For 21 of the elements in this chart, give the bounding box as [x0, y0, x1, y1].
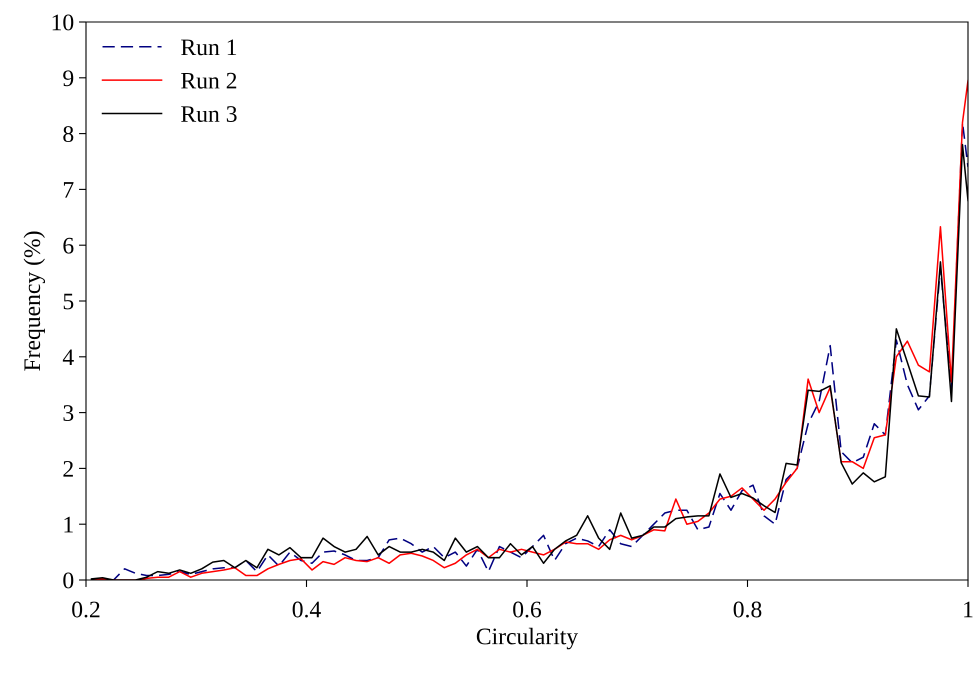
legend-label: Run 1 [181, 39, 236, 56]
y-tick-label: 10 [52, 14, 74, 30]
x-tick-label: 0.4 [292, 602, 321, 618]
y-tick-label: 9 [63, 70, 74, 86]
x-tick-label: 0.8 [734, 602, 762, 618]
x-tick-label: 0.2 [72, 602, 100, 618]
x-tick-label: 0.6 [513, 602, 542, 618]
y-tick-label: 4 [62, 349, 74, 365]
y-tick-label: 2 [63, 460, 73, 477]
legend-label: Run 2 [181, 72, 236, 89]
y-tick-label: 3 [64, 405, 74, 422]
y-tick-label: 1 [64, 516, 73, 532]
y-tick-label: 8 [63, 126, 74, 142]
y-tick-label: 5 [64, 294, 74, 310]
y-tick-label: 7 [64, 182, 74, 198]
y-tick-label: 6 [63, 238, 74, 254]
y-axis-title: Frequency (%) [24, 232, 46, 371]
legend-label: Run 3 [181, 106, 237, 122]
y-tick-label: 0 [63, 572, 74, 588]
x-axis-title: Circularity [476, 628, 578, 650]
x-tick-label: 1 [964, 602, 972, 618]
